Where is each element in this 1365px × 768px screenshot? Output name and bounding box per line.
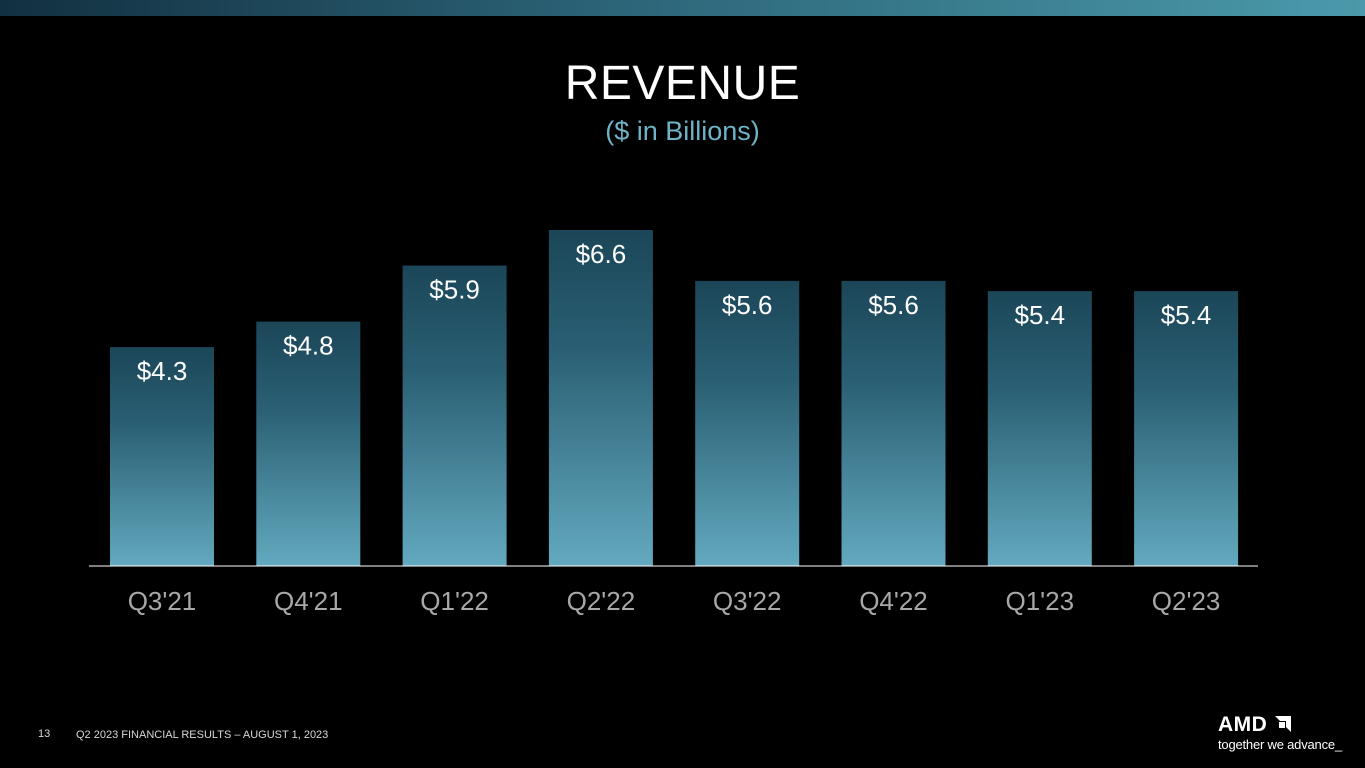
bar-q422 [841,280,946,566]
value-label: $5.4 [1014,300,1065,330]
bar-q322 [695,280,800,566]
x-tick-label: Q1'22 [420,586,489,616]
amd-logo: AMD together we advance_ [1218,713,1352,757]
x-tick-label: Q2'22 [567,586,636,616]
amd-tagline: together we advance_ [1218,737,1342,752]
bar-q222 [548,230,653,566]
page-number: 13 [38,728,51,740]
value-label: $4.8 [283,331,334,361]
x-tick-label: Q1'23 [1006,586,1075,616]
x-tick-label-group: Q3'21 Q4'21 Q1'22 Q2'22 Q3'22 Q4'22 Q1'23 Q2'23 [128,586,1221,616]
value-label: $5.6 [722,290,773,320]
x-tick-label: Q4'22 [859,586,928,616]
amd-logo-word: AMD [1218,713,1268,736]
x-tick-label: Q3'21 [128,586,197,616]
top-accent-bar [0,0,1365,16]
value-label-group: $4.3 $4.8 $5.9 $6.6 $5.6 $5.6 $5.4 $5.4 [137,239,1212,386]
bar-group [110,230,1239,566]
bar-q223 [1134,291,1239,566]
bar-q421 [256,321,361,566]
x-tick-label: Q3'22 [713,586,782,616]
bar-q123 [987,291,1092,566]
x-tick-label: Q4'21 [274,586,343,616]
x-tick-label: Q2'23 [1152,586,1221,616]
bar-q321 [110,347,214,566]
bar-q122 [402,265,507,566]
value-label: $6.6 [576,239,627,269]
slide-title: REVENUE [564,57,801,110]
value-label: $5.4 [1161,300,1212,330]
footer-text: Q2 2023 FINANCIAL RESULTS – AUGUST 1, 20… [76,729,329,741]
slide-subtitle: ($ in Billions) [605,116,760,146]
value-label: $5.9 [429,275,480,305]
value-label: $4.3 [137,356,188,386]
amd-arrow-icon [1275,716,1291,732]
value-label: $5.6 [868,290,919,320]
